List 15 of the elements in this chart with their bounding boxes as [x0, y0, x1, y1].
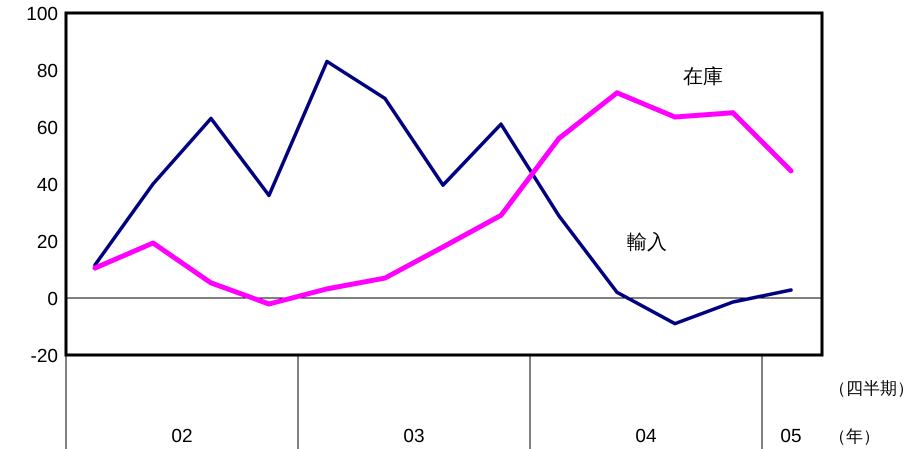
text: 02	[171, 426, 193, 447]
y-tick-label: 60	[36, 118, 58, 139]
text: 03	[403, 426, 425, 447]
y-tick-label: 20	[36, 232, 58, 253]
series-label: 輸入	[627, 231, 667, 254]
series-label: 在庫	[683, 66, 723, 88]
y-tick-label: 100	[26, 4, 58, 25]
text: （年）	[829, 427, 880, 446]
text: （四半期）	[829, 379, 914, 398]
y-tick-label: 80	[36, 61, 58, 82]
y-tick-label: 0	[47, 289, 58, 310]
text: 05	[780, 426, 802, 447]
text: 04	[635, 426, 657, 447]
y-tick-label: 40	[36, 175, 58, 196]
y-tick-label: -20	[30, 346, 58, 367]
